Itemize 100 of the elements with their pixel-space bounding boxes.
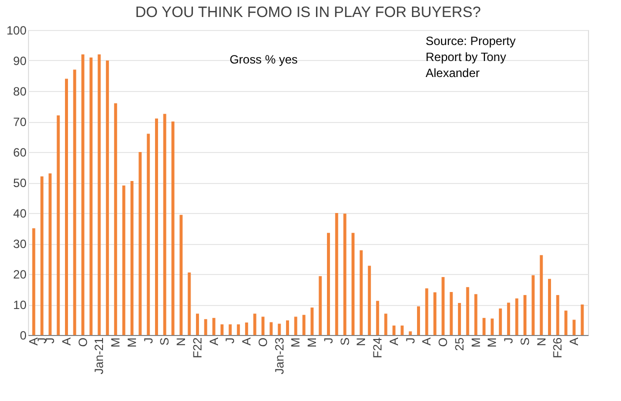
bar bbox=[261, 316, 264, 335]
x-tick-label: A bbox=[206, 338, 221, 346]
bar bbox=[155, 118, 158, 335]
x-tick-label: S bbox=[158, 338, 172, 346]
x-tick-label: A bbox=[386, 338, 401, 346]
x-tick-label: A bbox=[59, 338, 74, 346]
bar bbox=[580, 304, 584, 335]
bar bbox=[490, 318, 494, 335]
bar bbox=[352, 232, 355, 335]
x-tick-label: M bbox=[108, 338, 123, 348]
x-tick-label: Jan-21 bbox=[92, 337, 106, 374]
bar bbox=[56, 115, 60, 335]
bar bbox=[204, 319, 208, 335]
x-tick-label: O bbox=[76, 338, 90, 347]
bar bbox=[498, 308, 502, 335]
bar bbox=[40, 176, 44, 335]
x-tick-label: O bbox=[436, 338, 450, 347]
bar bbox=[564, 310, 568, 335]
x-tick-label: M bbox=[468, 338, 483, 348]
bar bbox=[458, 302, 461, 335]
bar bbox=[163, 114, 166, 335]
bar bbox=[326, 232, 330, 335]
y-tick-label: 70 bbox=[13, 115, 27, 129]
x-tick-label: J bbox=[502, 338, 516, 344]
bar bbox=[106, 60, 109, 335]
bar bbox=[400, 326, 404, 335]
annotation: Source: Property Report by Tony Alexander bbox=[426, 34, 516, 80]
bar bbox=[408, 331, 412, 335]
bar bbox=[474, 294, 478, 335]
y-tick-label: 30 bbox=[13, 237, 27, 251]
bar bbox=[114, 103, 118, 335]
annotation: Gross % yes bbox=[230, 52, 298, 66]
bar bbox=[548, 278, 552, 335]
bar bbox=[286, 320, 290, 335]
bar bbox=[507, 302, 510, 335]
bar bbox=[368, 266, 371, 335]
x-tick-label: N bbox=[174, 338, 188, 346]
x-tick-label: A bbox=[240, 338, 254, 346]
bar bbox=[384, 314, 388, 335]
x-tick-label: N bbox=[354, 338, 368, 346]
bar bbox=[32, 228, 36, 335]
y-tick-label: 100 bbox=[6, 24, 27, 38]
bar bbox=[442, 277, 445, 335]
bar bbox=[294, 316, 298, 335]
x-tick-label: M bbox=[485, 338, 500, 348]
x-tick-label: Jan-23 bbox=[272, 337, 286, 374]
bar bbox=[335, 213, 338, 335]
bar bbox=[572, 320, 576, 335]
bar bbox=[212, 318, 216, 335]
bar bbox=[392, 326, 396, 335]
bar bbox=[532, 275, 535, 335]
x-tick-label: O bbox=[256, 338, 270, 347]
bar bbox=[425, 288, 428, 335]
bar bbox=[98, 54, 101, 335]
x-tick-label: J bbox=[321, 338, 336, 344]
bar bbox=[466, 287, 470, 335]
bar bbox=[360, 250, 363, 335]
y-tick-label: 20 bbox=[13, 268, 27, 282]
x-tick-label: F26 bbox=[550, 337, 565, 358]
bar bbox=[523, 295, 526, 335]
x-tick-label: J bbox=[403, 338, 418, 344]
bar bbox=[236, 324, 240, 335]
y-tick-label: 50 bbox=[13, 176, 27, 190]
bar bbox=[433, 292, 436, 335]
x-tick-label: S bbox=[518, 338, 532, 346]
bar bbox=[171, 122, 174, 335]
x-tick-label: S bbox=[338, 338, 352, 346]
bar bbox=[302, 314, 306, 335]
x-tick-label: M bbox=[124, 338, 139, 348]
bar bbox=[417, 306, 420, 335]
bar bbox=[122, 186, 126, 335]
y-tick-label: 0 bbox=[20, 328, 27, 342]
bar bbox=[556, 295, 560, 335]
x-tick-label: A bbox=[420, 338, 434, 346]
x-tick-label: F22 bbox=[190, 337, 204, 358]
bar bbox=[73, 70, 76, 335]
bar bbox=[245, 322, 248, 335]
bar bbox=[515, 298, 518, 335]
x-tick-label: N bbox=[534, 338, 548, 346]
chart-title: DO YOU THINK FOMO IS IN PLAY FOR BUYERS? bbox=[135, 4, 481, 21]
y-tick-label: 40 bbox=[13, 206, 27, 220]
bar bbox=[180, 214, 183, 335]
x-tick-label: M bbox=[288, 338, 303, 348]
bar bbox=[146, 134, 150, 335]
y-tick-label: 80 bbox=[13, 84, 27, 98]
x-tick-label: M bbox=[305, 338, 320, 348]
bar bbox=[253, 314, 256, 335]
bar bbox=[64, 78, 68, 335]
y-tick-label: 90 bbox=[13, 54, 27, 68]
bar bbox=[130, 180, 134, 335]
x-tick-label: J bbox=[141, 338, 156, 344]
bar bbox=[278, 324, 281, 335]
bar bbox=[376, 300, 380, 335]
y-tick-label: 60 bbox=[13, 146, 27, 160]
bar bbox=[138, 152, 142, 335]
y-tick-label: 10 bbox=[13, 298, 27, 312]
bar bbox=[220, 324, 224, 335]
bar bbox=[228, 324, 232, 335]
bar bbox=[310, 308, 314, 335]
bar bbox=[90, 57, 93, 335]
